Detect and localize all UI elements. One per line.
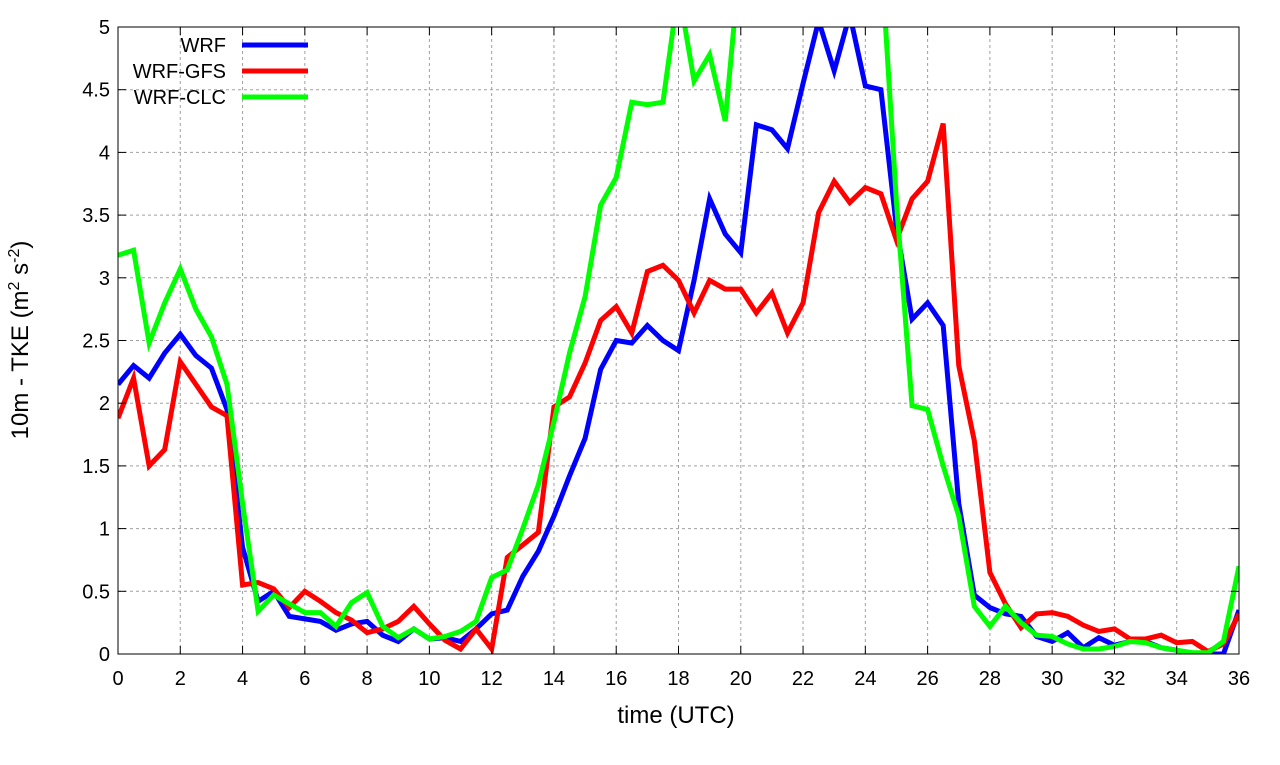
y-tick-label: 3 bbox=[99, 268, 110, 290]
x-axis-label: time (UTC) bbox=[617, 702, 734, 729]
x-tick-label: 34 bbox=[1166, 668, 1188, 690]
x-tick-label: 12 bbox=[481, 668, 503, 690]
y-tick-label: 2 bbox=[99, 393, 110, 415]
y-tick-label: 0.5 bbox=[82, 581, 110, 603]
legend: WRF WRF-GFS WRF-CLC bbox=[133, 35, 308, 109]
x-tick-label: 10 bbox=[418, 668, 440, 690]
series-lines bbox=[118, 27, 1239, 654]
x-tick-label: 16 bbox=[605, 668, 627, 690]
x-tick-label: 36 bbox=[1228, 668, 1250, 690]
x-tick-label: 20 bbox=[730, 668, 752, 690]
x-tick-label: 0 bbox=[112, 668, 123, 690]
y-tick-label: 5 bbox=[99, 17, 110, 39]
axis-ticks: 0 2 4 6 8 10 12 14 16 18 20 22 24 26 28 30 32 34 3600.511.… bbox=[82, 17, 1250, 690]
legend-label: WRF-CLC bbox=[134, 87, 226, 109]
series-line-wrf-clc bbox=[118, 27, 1239, 654]
legend-label: WRF-GFS bbox=[133, 61, 226, 83]
y-tick-label: 4 bbox=[99, 142, 110, 164]
x-tick-label: 22 bbox=[792, 668, 814, 690]
series-line-wrf-gfs bbox=[118, 122, 1239, 654]
x-tick-label: 26 bbox=[916, 668, 938, 690]
y-tick-label: 2.5 bbox=[82, 331, 110, 353]
x-tick-label: 2 bbox=[175, 668, 186, 690]
x-tick-label: 32 bbox=[1103, 668, 1125, 690]
x-tick-label: 6 bbox=[299, 668, 310, 690]
y-tick-label: 1 bbox=[99, 519, 110, 541]
legend-label: WRF bbox=[180, 35, 226, 57]
x-tick-label: 24 bbox=[854, 668, 876, 690]
x-tick-label: 18 bbox=[667, 668, 689, 690]
x-tick-label: 14 bbox=[543, 668, 565, 690]
y-tick-label: 0 bbox=[99, 644, 110, 666]
y-axis-label: 10m - TKE (m2 s-2) bbox=[6, 241, 34, 440]
y-tick-label: 1.5 bbox=[82, 456, 110, 478]
y-tick-label: 3.5 bbox=[82, 205, 110, 227]
y-tick-label: 4.5 bbox=[82, 80, 110, 102]
x-tick-label: 28 bbox=[979, 668, 1001, 690]
x-tick-label: 4 bbox=[237, 668, 248, 690]
grid-lines bbox=[118, 27, 1239, 654]
x-tick-label: 30 bbox=[1041, 668, 1063, 690]
series-line-wrf bbox=[118, 27, 1239, 654]
x-tick-label: 8 bbox=[362, 668, 373, 690]
